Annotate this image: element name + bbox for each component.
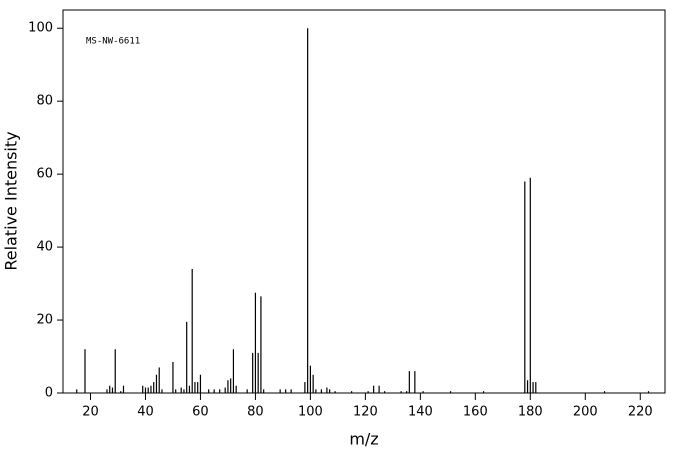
y-axis-label: Relative Intensity <box>2 131 21 270</box>
x-tick-label: 200 <box>573 405 598 420</box>
x-tick-label: 20 <box>82 405 99 420</box>
x-axis-label: m/z <box>349 430 378 449</box>
y-tick-label: 0 <box>45 386 53 401</box>
x-tick-label: 40 <box>137 405 154 420</box>
y-tick-label: 100 <box>28 21 53 36</box>
x-tick-label: 60 <box>192 405 209 420</box>
y-tick-label: 80 <box>36 94 53 109</box>
plot-frame <box>62 9 666 394</box>
x-tick-label: 180 <box>518 405 543 420</box>
x-tick-label: 220 <box>628 405 653 420</box>
x-tick-label: 140 <box>408 405 433 420</box>
x-tick-label: 100 <box>298 405 323 420</box>
y-tick-label: 60 <box>36 167 53 182</box>
x-tick-label: 160 <box>463 405 488 420</box>
y-tick-label: 20 <box>36 313 53 328</box>
x-tick-label: 80 <box>247 405 264 420</box>
annotation: MS-NW-6611 <box>86 37 140 47</box>
y-tick-label: 40 <box>36 240 53 255</box>
x-tick-label: 120 <box>353 405 378 420</box>
